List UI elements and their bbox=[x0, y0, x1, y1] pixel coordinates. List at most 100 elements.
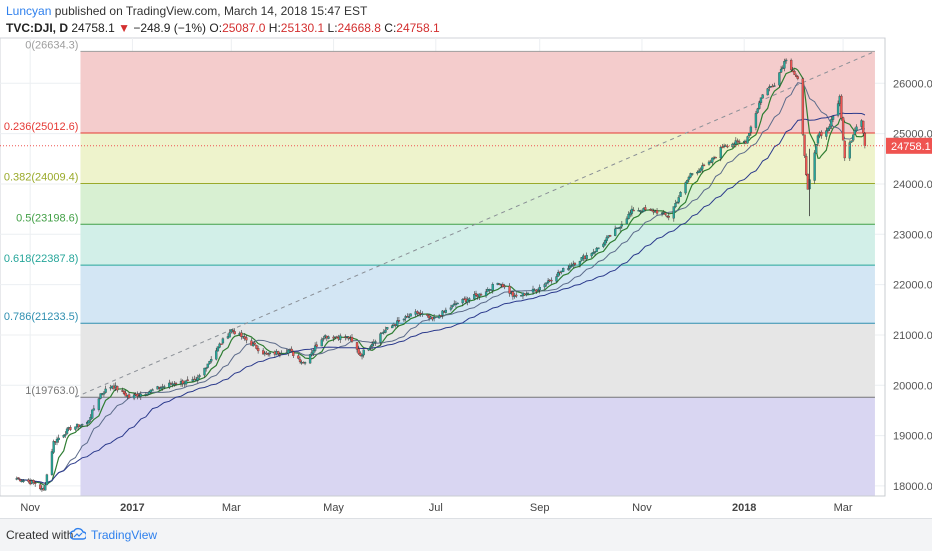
candle-body bbox=[206, 363, 209, 368]
candle-body bbox=[803, 134, 806, 156]
candle-body bbox=[449, 307, 453, 310]
candle-body bbox=[456, 302, 459, 305]
candle-body bbox=[568, 265, 572, 269]
candle-body bbox=[639, 210, 642, 212]
candle-body bbox=[44, 484, 47, 491]
candle-body bbox=[691, 173, 694, 175]
author-name[interactable]: Luncyan bbox=[6, 4, 52, 18]
candle-body bbox=[52, 441, 55, 453]
candle-body bbox=[632, 209, 635, 212]
candle-body bbox=[525, 293, 528, 295]
candle-body bbox=[205, 367, 208, 370]
candle-body bbox=[391, 325, 394, 329]
candle-body bbox=[719, 147, 722, 159]
candle-body bbox=[320, 339, 323, 347]
symbol-label: TVC:DJI, D bbox=[6, 21, 69, 35]
candle-body bbox=[357, 348, 360, 354]
candle-body bbox=[186, 379, 189, 381]
fib-zone-0.382 bbox=[80, 183, 875, 225]
candle-body bbox=[345, 336, 349, 338]
fib-label-0.236: 0.236(25012.6) bbox=[4, 121, 79, 133]
x-tick-label: Jul bbox=[429, 502, 443, 514]
candle-body bbox=[15, 478, 18, 480]
low-value: 24668.8 bbox=[337, 21, 381, 35]
candle-body bbox=[766, 88, 769, 96]
candle-body bbox=[711, 157, 714, 163]
candle-body bbox=[625, 218, 629, 224]
candle-body bbox=[778, 72, 781, 86]
candle-body bbox=[545, 282, 548, 285]
candle-body bbox=[843, 140, 846, 159]
candle-body bbox=[813, 152, 816, 181]
current-price-tag bbox=[886, 137, 932, 154]
x-tick-label: 2017 bbox=[120, 502, 144, 514]
fib-zone-0 bbox=[80, 51, 875, 133]
candle-body bbox=[562, 268, 565, 272]
candle-body bbox=[707, 161, 711, 165]
candle-body bbox=[17, 477, 20, 479]
candle-body bbox=[370, 344, 374, 347]
candle-body bbox=[203, 367, 206, 376]
candle-body bbox=[280, 353, 283, 355]
price-chart[interactable]: 0(26634.3) 0.236(25012.6) 0.382(24009.4) 0.… bbox=[0, 0, 932, 518]
candle-body bbox=[758, 102, 761, 109]
candle-body bbox=[69, 427, 72, 430]
candle-body bbox=[558, 271, 561, 274]
candle-body bbox=[853, 130, 856, 135]
candle-body bbox=[139, 393, 142, 397]
candle-body bbox=[256, 348, 260, 352]
candle-body bbox=[268, 352, 272, 355]
candle-body bbox=[181, 380, 184, 384]
fib-label-0.5: 0.5(23198.6) bbox=[16, 212, 78, 224]
candle-body bbox=[567, 268, 570, 270]
candle-body bbox=[327, 336, 330, 339]
candle-body bbox=[585, 255, 588, 260]
candle-body bbox=[441, 310, 444, 316]
candle-body bbox=[699, 168, 702, 172]
candle-body bbox=[426, 314, 429, 316]
candle-body bbox=[779, 68, 783, 73]
candle-body bbox=[701, 165, 704, 170]
candle-body bbox=[277, 351, 280, 355]
candle-body bbox=[102, 392, 106, 395]
candle-body bbox=[421, 313, 424, 315]
candle-body bbox=[379, 333, 382, 343]
candle-body bbox=[290, 348, 293, 352]
candle-body bbox=[503, 285, 506, 288]
y-tick-label: 25000.0 bbox=[893, 129, 932, 141]
candle-body bbox=[590, 253, 593, 257]
candle-body bbox=[163, 386, 166, 388]
candle-body bbox=[608, 235, 612, 237]
fib-label-1: 1(19763.0) bbox=[25, 385, 78, 397]
candle-body bbox=[79, 425, 82, 427]
candle-body bbox=[759, 97, 763, 103]
candle-body bbox=[369, 346, 372, 348]
candle-body bbox=[679, 192, 682, 197]
candle-body bbox=[793, 71, 796, 75]
candle-body bbox=[550, 279, 553, 282]
candle-body bbox=[796, 76, 799, 79]
candle-body bbox=[64, 434, 67, 436]
candle-body bbox=[714, 156, 717, 159]
candle-body bbox=[454, 303, 458, 306]
candle-body bbox=[773, 85, 776, 87]
candle-body bbox=[677, 197, 680, 203]
candle-body bbox=[437, 315, 441, 319]
candle-body bbox=[538, 287, 541, 291]
candle-body bbox=[419, 312, 422, 315]
candle-body bbox=[749, 126, 753, 133]
candle-body bbox=[557, 272, 560, 277]
candle-body bbox=[409, 313, 412, 317]
candle-body bbox=[789, 59, 793, 70]
candle-body bbox=[526, 292, 530, 295]
tradingview-brand-link[interactable]: TradingView bbox=[91, 528, 158, 542]
candle-body bbox=[855, 126, 858, 131]
candle-body bbox=[595, 248, 598, 252]
candle-body bbox=[124, 392, 127, 397]
tradingview-cloud-icon[interactable] bbox=[70, 527, 86, 541]
candle-body bbox=[251, 343, 255, 346]
y-tick-label: 18000.0 bbox=[893, 481, 932, 493]
close-label: C: bbox=[384, 21, 397, 35]
candle-body bbox=[416, 311, 419, 314]
candle-body bbox=[231, 330, 235, 332]
